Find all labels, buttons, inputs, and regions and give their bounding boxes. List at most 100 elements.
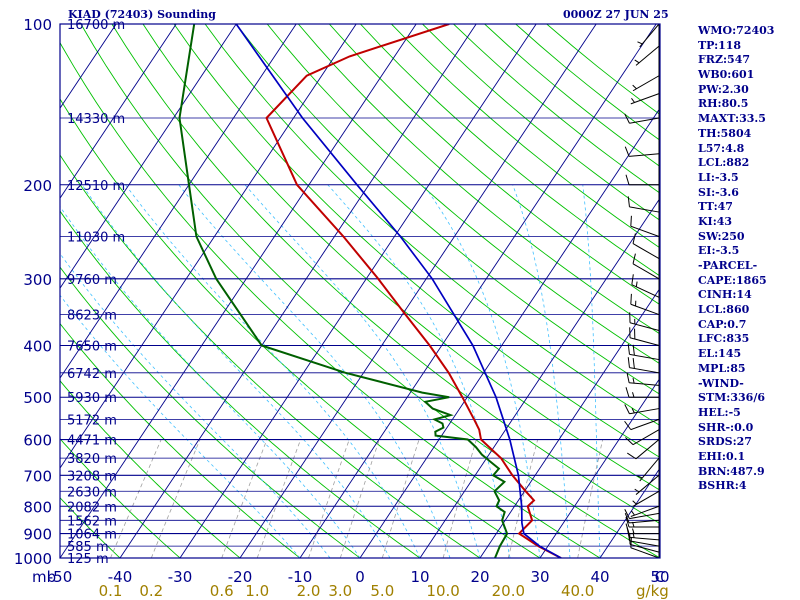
wind-barb <box>637 23 660 48</box>
index-entry: BSHR:4 <box>698 479 747 493</box>
plot-frame <box>59 23 661 559</box>
dry-adiabat-line <box>360 24 660 277</box>
moist-adiabat-line <box>81 184 391 558</box>
index-entry: SI:-3.6 <box>698 185 739 199</box>
isotherm-line <box>299 24 657 558</box>
wind-barb <box>629 327 660 346</box>
moist-adiabat-line <box>423 184 541 558</box>
pressure-tick-label: 800 <box>23 498 52 516</box>
wind-barb <box>631 274 660 298</box>
index-entry: WB0:601 <box>698 68 755 82</box>
moist-adiabat-line <box>60 252 331 558</box>
height-label: 2082 m <box>67 500 117 515</box>
stability-indices-list: WMO:72403 TP:118 FRZ:547 WB0:601 PW:2.30 RH:8… <box>698 24 774 494</box>
temperature-tick-label: -30 <box>168 568 193 586</box>
wind-barb <box>630 293 660 316</box>
mixing-ratio-tick-label: 0.1 <box>99 582 123 600</box>
pressure-tick-label: 700 <box>23 467 52 485</box>
mixing-ratio-tick-label: 5.0 <box>370 582 394 600</box>
wind-barb <box>624 509 660 520</box>
mixing-ratio-tick-label: 1.0 <box>245 582 269 600</box>
index-entry: FRZ:547 <box>698 53 751 67</box>
dry-adiabat-line <box>266 24 660 365</box>
pressure-tick-label: 1000 <box>14 550 52 568</box>
pressure-tick-label: 400 <box>23 338 52 356</box>
height-label: 1562 m <box>67 514 117 529</box>
pressure-tick-label: 100 <box>23 16 52 34</box>
wind-barb <box>625 387 659 398</box>
dry-adiabat-line <box>60 41 601 558</box>
isotherm-line <box>60 24 417 558</box>
mixing-ratio-line <box>256 439 302 558</box>
wind-barb <box>630 505 660 517</box>
wind-barb <box>634 45 660 66</box>
height-label: 6742 m <box>67 367 117 382</box>
index-entry: BRN:487.9 <box>698 464 765 478</box>
index-entry: KI:43 <box>698 214 733 228</box>
isotherm-line <box>60 24 177 199</box>
dry-adiabat-line <box>297 24 660 335</box>
dry-adiabat-line <box>391 24 660 249</box>
temperature-tick-label: -50 <box>48 568 73 586</box>
index-entry: MAXT:33.5 <box>698 112 766 126</box>
mixing-ratio-unit-label: g/kg <box>636 582 669 600</box>
pressure-tick-label: 600 <box>23 432 52 450</box>
wind-barb <box>625 523 659 535</box>
sounding-profiles <box>178 24 562 558</box>
wind-barb <box>637 457 660 482</box>
wind-barb <box>624 418 660 431</box>
temperature-tick-label: 10 <box>410 568 429 586</box>
wind-barb <box>627 439 660 460</box>
index-entry: EL:145 <box>698 347 742 361</box>
mixing-ratio-line <box>381 439 420 558</box>
index-entry: LCL:882 <box>698 156 750 170</box>
wind-barbs <box>624 23 660 559</box>
dry-adiabat-line <box>328 24 660 306</box>
isotherm-line <box>60 24 297 379</box>
pressure-tick-label: 900 <box>23 526 52 544</box>
isotherm-line <box>479 287 660 558</box>
wind-barb <box>627 357 660 374</box>
temperature-profile-line <box>265 24 562 558</box>
dry-adiabat-line <box>204 24 660 427</box>
index-entry: L57:4.8 <box>698 141 745 155</box>
wind-barb <box>625 174 659 186</box>
wind-barb <box>632 233 660 260</box>
sounding-station-title: KIAD (72403) Sounding <box>68 8 216 21</box>
index-entry: TH:5804 <box>698 126 752 140</box>
height-label: 585 m <box>67 540 109 555</box>
dry-adiabat-line <box>60 322 301 558</box>
index-entry: RH:80.5 <box>698 97 749 111</box>
height-label: 12510 m <box>67 179 125 194</box>
index-entry: WMO:72403 <box>698 24 775 37</box>
height-label: 5930 m <box>67 391 117 406</box>
wind-barb <box>632 75 660 92</box>
index-entry: EHI:0.1 <box>698 449 746 463</box>
index-entry: EI:-3.5 <box>698 244 740 258</box>
mixing-ratio-tick-label: 0.2 <box>139 582 163 600</box>
moist-adiabat-line <box>178 184 451 558</box>
index-entry: CAP:0.7 <box>698 317 747 331</box>
wind-barb <box>624 113 660 124</box>
wind-barb <box>625 429 660 446</box>
mixing-ratio-tick-label: 10.0 <box>426 582 459 600</box>
index-entry: PW:2.30 <box>698 82 749 96</box>
mixing-ratio-line <box>339 439 380 558</box>
temperature-tick-label: -20 <box>228 568 253 586</box>
dry-adiabat-line <box>60 438 181 558</box>
temperature-tick-label: 30 <box>530 568 549 586</box>
mixing-ratio-line <box>150 439 201 558</box>
wind-barb <box>630 215 660 237</box>
wind-barb <box>634 474 660 495</box>
mixing-ratio-line <box>442 439 477 558</box>
wind-barb <box>627 343 660 361</box>
pressure-unit-label: mb <box>32 568 56 586</box>
temperature-tick-label: -10 <box>288 568 313 586</box>
moist-adiabat-line <box>244 184 481 558</box>
wind-barb <box>624 404 660 415</box>
wind-barb <box>629 312 660 332</box>
height-label: 1064 m <box>67 528 117 543</box>
index-entry: LI:-3.5 <box>698 170 739 184</box>
wind-barb <box>624 513 660 524</box>
wind-barb <box>630 93 660 105</box>
